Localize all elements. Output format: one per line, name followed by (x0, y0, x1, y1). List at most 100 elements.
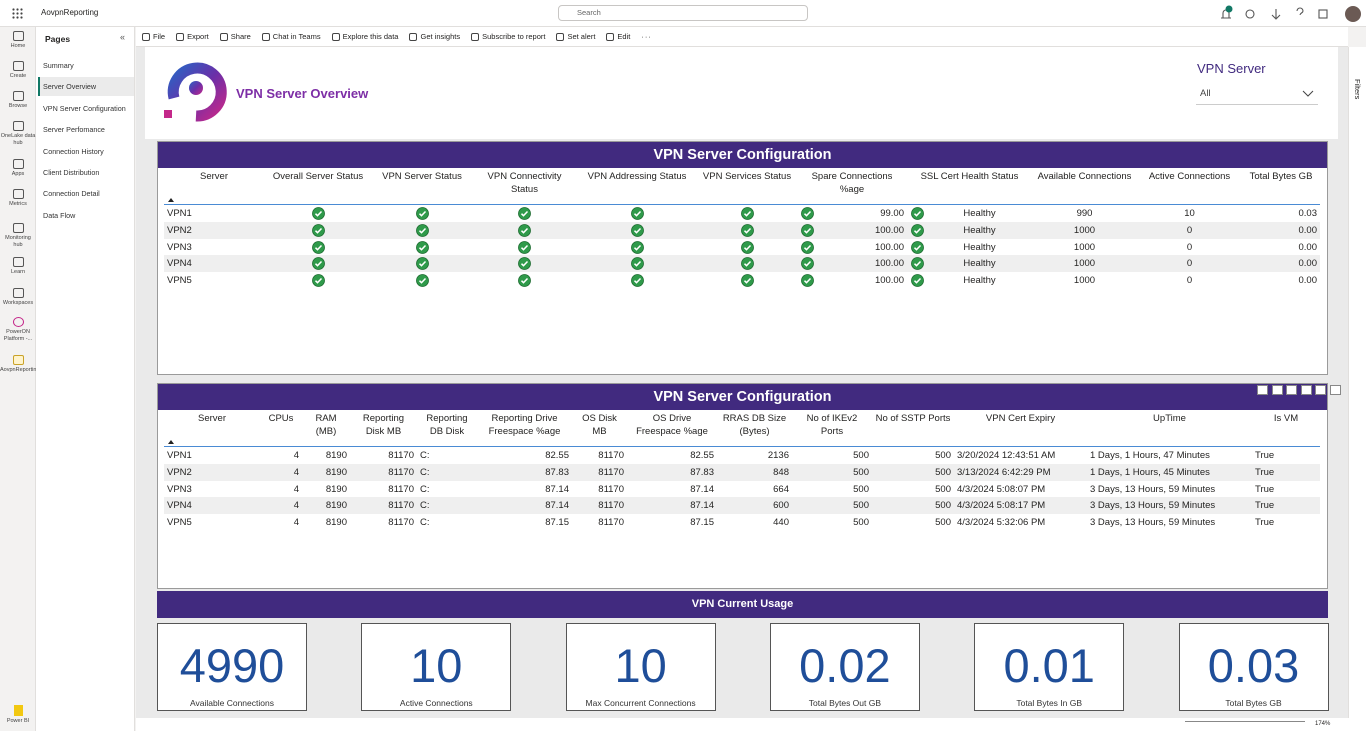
toolbar-label: Share (230, 32, 251, 41)
table-cell: 0.00 (1298, 275, 1318, 287)
detail-table-visual: VPN Server Configuration Server CPUs RAM (M… (157, 383, 1341, 589)
toolbar-button[interactable]: Chat in Teams (261, 32, 321, 41)
table-cell: 3 Days, 13 Hours, 59 Minutes (1090, 500, 1216, 512)
nav-icon (12, 189, 24, 199)
column-header: Server (200, 171, 228, 182)
nav-item[interactable]: AovpnReporting (0, 355, 39, 374)
nav-label: Learn (10, 269, 26, 275)
toolbar-button[interactable]: Edit (606, 32, 630, 41)
search-box[interactable]: Search (558, 5, 808, 21)
toolbar-button[interactable]: Export (176, 32, 209, 41)
toolbar-icon (261, 32, 270, 41)
kpi-label: Total Bytes In GB (1016, 698, 1083, 708)
status-ok-icon (740, 257, 754, 271)
toolbar-button[interactable]: Get insights (409, 32, 460, 41)
table-cell: 82.55 (545, 450, 569, 461)
page-tab[interactable]: VPN Server Configuration (43, 103, 126, 113)
app-name[interactable]: AovpnReporting (41, 8, 99, 17)
page-tab[interactable]: Summary (43, 61, 74, 70)
nav-item[interactable]: Workspaces (0, 288, 36, 307)
column-header: VPN Connectivity Status (487, 171, 562, 195)
table-cell: 4 (293, 466, 299, 478)
collapse-pane[interactable]: « (120, 32, 126, 42)
page-tab[interactable]: Data Flow (43, 210, 76, 220)
more-options[interactable]: ··· (641, 32, 652, 41)
table-cell: 8190 (325, 466, 347, 478)
table-cell: 0 (1186, 241, 1193, 253)
page-tab[interactable]: Client Distribution (43, 168, 100, 177)
table-cell: 81170 (388, 517, 414, 529)
page-tab[interactable]: Connection Detail (43, 189, 100, 199)
nav-item[interactable]: PowerON Platform -... (0, 317, 36, 342)
visual-header-button[interactable] (1300, 385, 1312, 395)
row-band (164, 497, 1320, 515)
kpi-value: 10 (614, 639, 667, 692)
pages-title: Pages (45, 34, 71, 44)
slicer-dropdown[interactable]: All (1196, 83, 1318, 105)
nav-icon (12, 223, 24, 233)
table-cell: 4 (293, 517, 299, 529)
toolbar-button[interactable]: Subscribe to report (471, 32, 545, 41)
kpi-value: 0.03 (1207, 639, 1300, 692)
nav-item[interactable]: Apps (0, 159, 36, 178)
table-cell: Healthy (963, 208, 996, 219)
zoom-slider[interactable] (1185, 721, 1305, 722)
status-ok-icon (311, 223, 325, 237)
toolbar-label: Get insights (420, 32, 461, 41)
visual-header-button[interactable] (1286, 385, 1297, 395)
nav-item[interactable]: Create (0, 61, 36, 80)
status-ok-icon (415, 257, 429, 271)
kpi-label: Total Bytes Out GB (808, 698, 882, 708)
nav-label: Metrics (9, 201, 27, 207)
page-tab[interactable]: Server Perfomance (43, 125, 105, 135)
table-cell: 848 (773, 466, 789, 478)
nav-item[interactable]: Learn (0, 257, 36, 276)
table-cell: 81170 (598, 450, 624, 461)
table-cell: 8190 (325, 517, 347, 529)
table-cell: 99.00 (880, 208, 904, 219)
toolbar-icon (219, 32, 228, 41)
visual-header-button[interactable] (1257, 385, 1268, 395)
table-cell: VPN4 (167, 500, 192, 512)
page-tab[interactable]: Connection History (43, 146, 104, 156)
table-cell: 3/20/2024 12:43:51 AM (957, 450, 1056, 461)
status-ok-icon (630, 207, 644, 220)
toolbar-button[interactable]: File (142, 32, 165, 41)
table-cell: 4/3/2024 5:08:17 PM (957, 500, 1046, 512)
table-cell: 87.15 (545, 517, 569, 529)
table-cell: 500 (935, 517, 951, 529)
visual-header-button[interactable] (1271, 385, 1283, 395)
nav-item[interactable]: OneLake data hub (0, 121, 36, 146)
table-cell: VPN1 (167, 450, 192, 461)
app-launcher[interactable] (12, 8, 23, 19)
table-cell: VPN2 (167, 224, 192, 236)
slicer-value: All (1200, 88, 1211, 99)
toolbar-button[interactable]: Set alert (556, 32, 595, 41)
usage-band: VPN Current Usage (157, 591, 1328, 618)
nav-icon (12, 317, 24, 327)
table-cell: 500 (853, 517, 869, 529)
visual-header-button[interactable] (1315, 385, 1326, 395)
column-header: VPN Cert Expiry (985, 413, 1056, 424)
table-cell: 0 (1186, 275, 1193, 287)
config-table-visual: VPN Server Configuration Server Overall Se… (157, 141, 1328, 375)
search-placeholder: Search (577, 8, 601, 17)
visual-header-button[interactable] (1329, 385, 1341, 395)
toolbar-button[interactable]: Explore this data (331, 32, 398, 41)
filters-pane[interactable]: Filters (1348, 47, 1366, 718)
status-ok-icon (801, 240, 814, 254)
nav-item[interactable]: Monitoring hub (0, 223, 36, 248)
nav-icon (12, 355, 24, 365)
table-cell: C: (420, 500, 430, 512)
nav-item[interactable]: Browse (0, 91, 36, 110)
left-nav: Home Create Browse OneLake data hub Apps Metr… (0, 27, 39, 731)
column-header: Reporting DB Disk (426, 413, 468, 437)
nav-icon (12, 159, 24, 169)
column-header: CPUs (268, 413, 294, 424)
nav-item[interactable]: Home (0, 31, 36, 50)
toolbar-label: Export (187, 32, 209, 41)
column-header: No of SSTP Ports (875, 413, 951, 424)
page-tab[interactable]: Server Overview (38, 77, 134, 97)
nav-item[interactable]: Metrics (0, 189, 36, 208)
toolbar-button[interactable]: Share (219, 32, 251, 41)
